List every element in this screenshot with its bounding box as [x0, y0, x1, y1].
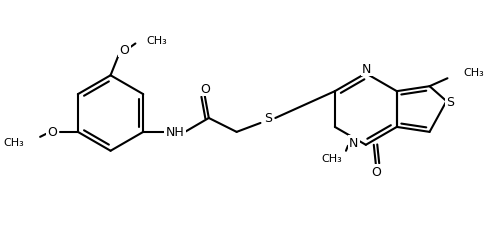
Text: CH₃: CH₃	[3, 137, 24, 147]
Text: S: S	[265, 112, 272, 125]
Text: O: O	[371, 165, 381, 178]
Text: CH₃: CH₃	[322, 153, 343, 163]
Text: O: O	[200, 82, 210, 95]
Text: CH₃: CH₃	[147, 35, 167, 45]
Text: CH₃: CH₃	[464, 68, 484, 78]
Text: O: O	[120, 44, 129, 57]
Text: S: S	[446, 95, 454, 108]
Text: O: O	[47, 126, 57, 139]
Text: N: N	[362, 63, 371, 76]
Text: N: N	[349, 137, 359, 150]
Text: NH: NH	[166, 126, 184, 139]
